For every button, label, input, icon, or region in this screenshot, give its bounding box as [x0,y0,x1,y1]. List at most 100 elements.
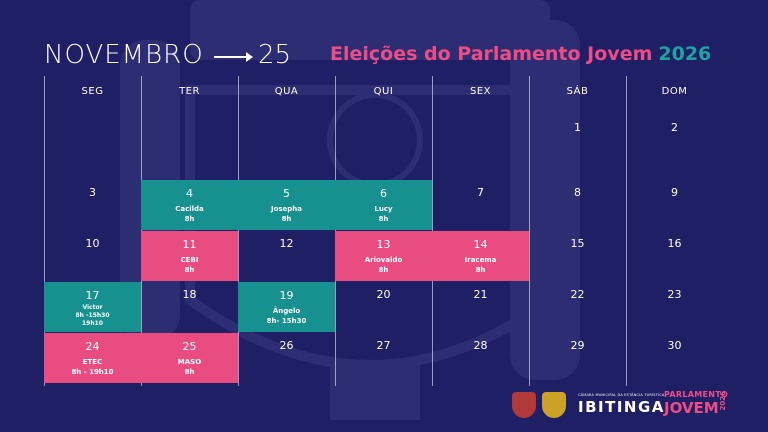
calendar-day[interactable]: 10 [44,231,141,281]
calendar-day[interactable]: 7 [432,180,529,230]
calendar-day-event[interactable]: 17 Victor 8h -15h30 19h10 [44,282,141,332]
calendar-day[interactable]: 1 [529,115,626,165]
day-number: 21 [473,288,488,301]
day-number: 16 [667,237,682,250]
day-number: 11 [182,238,197,251]
event-line: 8h [281,215,292,223]
day-number: 8 [574,186,581,199]
event-details: Cacilda 8h [141,204,238,224]
chamber-seal-icon [542,392,566,418]
event-line: 8h [184,266,195,274]
calendar-day-event[interactable]: 14 Iracema 8h [432,231,529,281]
calendar-day[interactable]: 29 [529,333,626,383]
calendar-day-event[interactable]: 4 Cacilda 8h [141,180,238,230]
day-number: 6 [380,187,387,200]
city-name: IBITINGA [578,398,665,416]
calendar-day-event[interactable]: 24 ETEC 8h - 19h10 [44,333,141,383]
calendar-day-event[interactable]: 11 CEBI 8h [141,231,238,281]
event-line: 8h [184,215,195,223]
calendar-day[interactable] [44,115,141,165]
day-number: 14 [473,238,488,251]
footer-logos: CÂMARA MUNICIPAL DA ESTÂNCIA TURÍSTICA I… [512,388,732,422]
day-number [44,115,141,121]
event-line: CEBI [180,256,199,264]
year-label: 25 [258,40,292,70]
day-number: 29 [570,339,585,352]
calendar-day[interactable]: 30 [626,333,723,383]
event-line: 8h [378,215,389,223]
event-details: MASO 8h [141,357,238,377]
event-line: 8h -15h30 [75,312,110,319]
calendar-day[interactable]: 8 [529,180,626,230]
event-line: 8h- 15h30 [266,317,307,325]
calendar-day-event[interactable]: 6 Lucy 8h [335,180,432,230]
calendar-day[interactable]: 12 [238,231,335,281]
calendar-day[interactable]: 27 [335,333,432,383]
day-number: 18 [182,288,197,301]
column-divider [238,76,239,386]
day-number [141,115,238,121]
calendar-day[interactable]: 28 [432,333,529,383]
calendar-day[interactable] [335,115,432,165]
calendar-day[interactable]: 9 [626,180,723,230]
event-details: Lucy 8h [335,204,432,224]
event-title-main: Eleições do Parlamento Jovem [330,43,653,65]
day-number [432,115,529,121]
calendar-day[interactable]: 26 [238,333,335,383]
weekday-header: QUI [373,86,394,97]
day-number: 25 [182,340,197,353]
calendar-day-event[interactable]: 5 Josepha 8h [238,180,335,230]
day-number: 13 [376,238,391,251]
event-details: Victor 8h -15h30 19h10 [44,304,141,328]
weekday-header: TER [179,86,200,97]
calendar-day[interactable]: 16 [626,231,723,281]
event-details: Josepha 8h [238,204,335,224]
calendar-day[interactable] [238,115,335,165]
event-details: Ângelo 8h- 15h30 [238,306,335,326]
event-line: Iracema [464,256,497,264]
arrow-icon [214,52,253,62]
event-line: 8h [184,368,195,376]
event-details: Ariovaldo 8h [335,255,432,275]
calendar-day[interactable]: 18 [141,282,238,332]
day-number: 27 [376,339,391,352]
calendar-day[interactable]: 23 [626,282,723,332]
event-title: Eleições do Parlamento Jovem 2026 [330,43,711,65]
calendar-day[interactable]: 15 [529,231,626,281]
calendar-day[interactable] [141,115,238,165]
calendar-day[interactable]: 22 [529,282,626,332]
day-number: 17 [85,289,100,302]
day-number: 22 [570,288,585,301]
day-number: 7 [477,186,484,199]
calendar-day-event[interactable]: 13 Ariovaldo 8h [335,231,432,281]
event-line: Josepha [270,205,303,213]
calendar-day-event[interactable]: 25 MASO 8h [141,333,238,383]
calendar-day[interactable]: 3 [44,180,141,230]
calendar-day-event[interactable]: 19 Ângelo 8h- 15h30 [238,282,335,332]
event-line: Lucy [374,205,393,213]
calendar-day[interactable] [432,115,529,165]
day-number: 23 [667,288,682,301]
event-line: 8h - 19h10 [71,368,114,376]
event-details: Iracema 8h [432,255,529,275]
event-line: Ângelo [272,307,301,315]
parlamento-logo-year: 2026 [719,391,727,411]
city-seal-icon [512,392,536,418]
calendar-grid: SEG TER QUA QUI SEX SÁB DOM 1 2 3 4 Cacilda 8h 5 Josep… [44,76,724,386]
day-number: 4 [186,187,193,200]
calendar-day[interactable]: 21 [432,282,529,332]
event-title-year: 2026 [658,43,712,65]
day-number: 26 [279,339,294,352]
day-number: 28 [473,339,488,352]
day-number: 10 [85,237,100,250]
day-number: 9 [671,186,678,199]
calendar-day[interactable]: 2 [626,115,723,165]
event-line: Cacilda [175,205,204,213]
event-line: MASO [177,358,202,366]
day-number: 1 [574,121,581,134]
day-number [238,115,335,121]
event-line: Victor [82,304,103,311]
calendar-day[interactable]: 20 [335,282,432,332]
day-number: 24 [85,340,100,353]
event-line: 8h [475,266,486,274]
